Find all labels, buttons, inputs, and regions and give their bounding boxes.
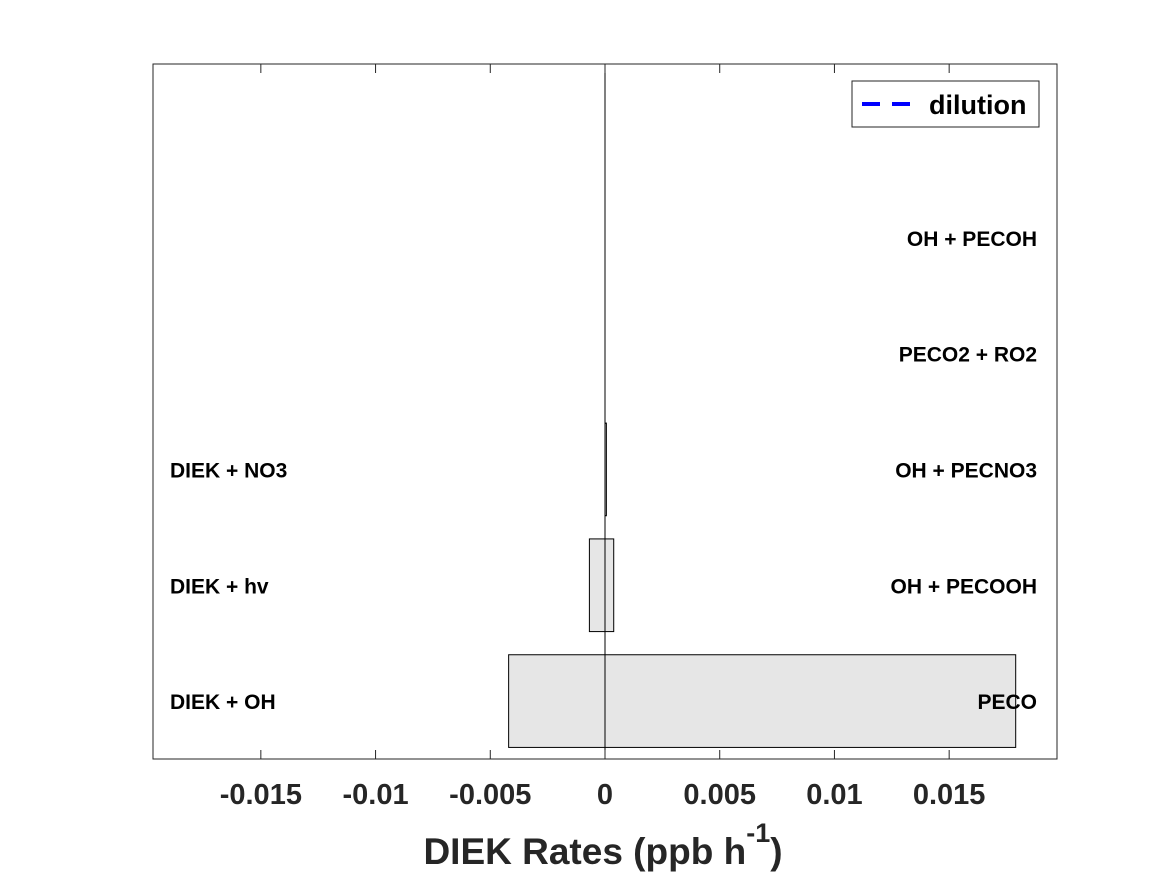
x-axis-title-superscript: -1 [746, 818, 770, 848]
production-label: PECO2 + RO2 [899, 344, 1037, 367]
legend-label-dilution: dilution [929, 90, 1026, 120]
x-tick-label: 0.005 [683, 779, 756, 811]
bar-level-1 [508, 654, 1017, 748]
bars [508, 422, 1017, 748]
loss-label: DIEK + NO3 [170, 459, 287, 482]
legend-box [851, 80, 1040, 128]
x-tick-label: -0.015 [220, 779, 302, 811]
production-label: OH + PECOH [907, 228, 1037, 251]
bar-level-2 [588, 538, 615, 633]
x-axis-title: DIEK Rates (ppb h-1) [423, 818, 782, 872]
x-axis-title-suffix: ) [770, 831, 782, 872]
x-tick-label: 0.015 [913, 779, 986, 811]
axes-box [152, 63, 1058, 760]
x-tick-labels: -0.015 -0.01 -0.005 0 0.005 0.01 0.015 [220, 779, 986, 811]
x-axis-title-main: DIEK Rates (ppb h [423, 831, 746, 872]
x-tick-label: -0.01 [343, 779, 409, 811]
production-label: PECO [977, 691, 1037, 714]
legend: dilution [851, 80, 1040, 128]
loss-label: DIEK + hv [170, 575, 269, 598]
loss-label: DIEK + OH [170, 691, 276, 714]
x-ticks [260, 64, 950, 759]
x-tick-label: -0.005 [449, 779, 531, 811]
production-label: OH + PECNO3 [895, 459, 1037, 482]
x-tick-label: 0.01 [806, 779, 862, 811]
category-labels: DIEK + OH DIEK + hv DIEK + NO3 PECO OH + PEC… [170, 228, 1037, 714]
x-tick-label: 0 [597, 779, 613, 811]
production-label: OH + PECOOH [891, 575, 1037, 598]
